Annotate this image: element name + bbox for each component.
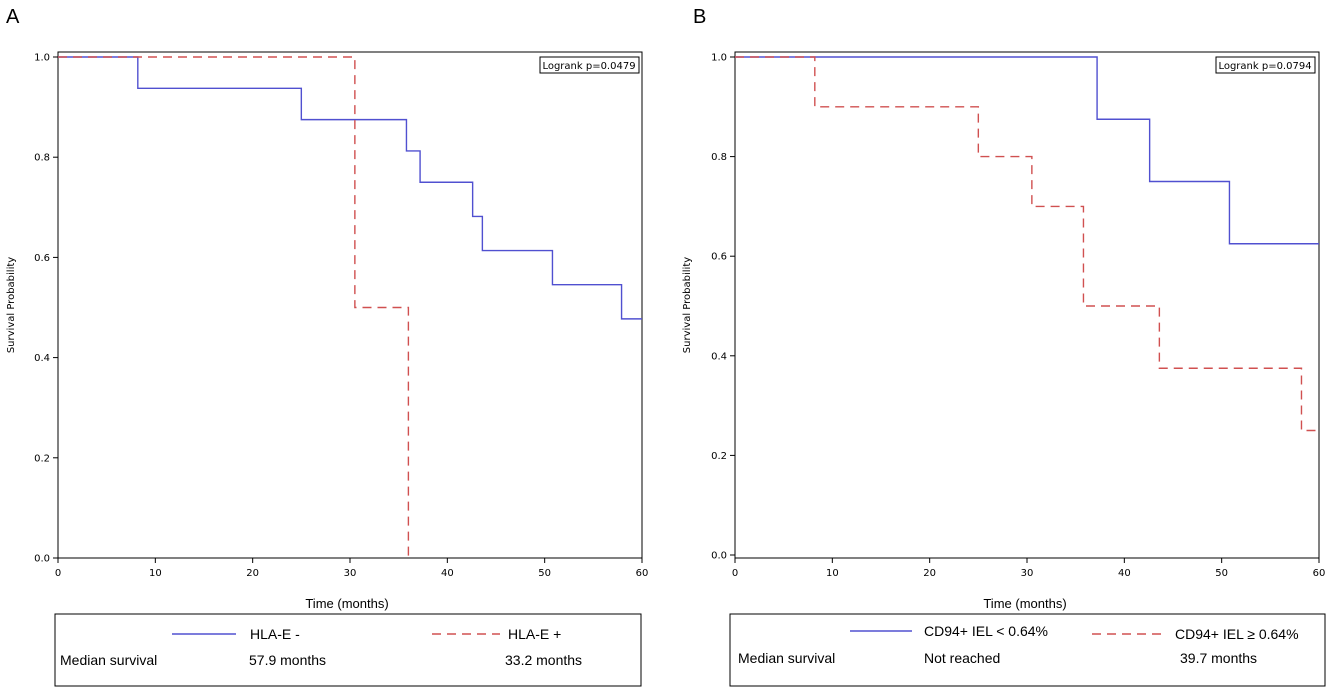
panel-b-y-label: Survival Probability — [682, 257, 693, 353]
panel-b-curves — [735, 56, 1319, 432]
panel-0-xtick-label-2: 20 — [246, 568, 259, 579]
panel-0-ytick-label-0: 0.0 — [34, 554, 50, 565]
panel-b-x-axis: 0 10 20 30 40 50 60 — [732, 558, 1326, 579]
panel-a-logrank-box — [539, 56, 640, 74]
panel-a-x-axis: 0 10 20 30 40 50 60 — [55, 558, 649, 579]
panel-0-xtick-label-0: 0 — [55, 568, 61, 579]
panel-1-xtick-label-5: 50 — [1215, 568, 1228, 579]
panel-a-median-label: Median survival — [60, 652, 157, 668]
panel-1-xtick-label-2: 20 — [923, 568, 936, 579]
panel-1-ytick-label-4: 0.8 — [711, 152, 727, 163]
panel-b-x-label: Time (months) — [983, 596, 1066, 611]
panel-1-ytick-label-5: 1.0 — [711, 53, 727, 64]
panel-a-legend-box — [54, 613, 642, 687]
panel-b-letter: B — [693, 6, 706, 28]
panel-1-xtick-label-0: 0 — [732, 568, 738, 579]
panel-1-xtick-label-6: 60 — [1313, 568, 1326, 579]
panel-b-y-axis: 0.0 0.2 0.4 0.6 0.8 1.0 — [711, 53, 735, 562]
panel-b-legend-high: CD94+ IEL ≥ 0.64% — [1175, 626, 1299, 642]
panel-0-ytick-label-5: 1.0 — [34, 53, 50, 64]
panel-b-logrank-box — [1215, 56, 1316, 74]
panel-0-xtick-label-4: 40 — [441, 568, 454, 579]
panel-b-legend-low: CD94+ IEL < 0.64% — [924, 623, 1048, 639]
panel-0-curve-0 — [58, 56, 642, 320]
panel-b-median-high: 39.7 months — [1180, 650, 1257, 666]
panel-0-ytick-label-4: 0.8 — [34, 153, 50, 164]
panel-1-curve-1 — [735, 56, 1319, 432]
panel-1-xtick-label-3: 30 — [1021, 568, 1034, 579]
panel-0-xtick-label-3: 30 — [344, 568, 357, 579]
panel-a-x-label: Time (months) — [305, 596, 388, 611]
panel-a-median-negative: 57.9 months — [249, 652, 326, 668]
panel-a-letter: A — [6, 6, 20, 28]
panel-0-ytick-label-1: 0.2 — [34, 453, 50, 464]
panel-a-y-axis: 0.0 0.2 0.4 0.6 0.8 1.0 — [34, 53, 58, 565]
panel-1-xtick-label-1: 10 — [826, 568, 839, 579]
panel-1-ytick-label-1: 0.2 — [711, 451, 727, 462]
panel-a-legend-positive: HLA-E + — [508, 626, 561, 642]
panel-a-median-positive: 33.2 months — [505, 652, 582, 668]
panel-a-logrank-text: Logrank p=0.0479 — [542, 61, 635, 72]
panel-a: A 0.0 0.2 0.4 0.6 0.8 1.0 0 10 20 30 40 50 60 Survi… — [6, 6, 649, 687]
panel-1-xtick-label-4: 40 — [1118, 568, 1131, 579]
panel-a-y-label: Survival Probability — [6, 257, 17, 353]
panel-b-legend-box — [729, 613, 1326, 687]
panel-0-ytick-label-2: 0.4 — [34, 353, 50, 364]
panel-0-xtick-label-5: 50 — [538, 568, 551, 579]
panel-a-plot-frame — [57, 51, 643, 559]
panel-0-ytick-label-3: 0.6 — [34, 253, 50, 264]
panel-b-median-low: Not reached — [924, 650, 1000, 666]
panel-1-curve-0 — [735, 56, 1319, 245]
panel-a-legend-negative: HLA-E - — [250, 626, 300, 642]
panel-b-plot-frame — [734, 51, 1320, 559]
panel-b: B 0.0 0.2 0.4 0.6 0.8 1.0 0 10 20 30 40 50 60 Survi… — [682, 6, 1326, 687]
panel-a-curves — [58, 56, 642, 558]
panel-1-ytick-label-2: 0.4 — [711, 351, 727, 362]
panel-0-xtick-label-6: 60 — [636, 568, 649, 579]
panel-0-xtick-label-1: 10 — [149, 568, 162, 579]
panel-0-curve-1 — [58, 56, 410, 558]
panel-b-logrank-text: Logrank p=0.0794 — [1218, 61, 1311, 72]
panel-b-median-label: Median survival — [738, 650, 835, 666]
panel-1-ytick-label-3: 0.6 — [711, 252, 727, 263]
panel-1-ytick-label-0: 0.0 — [711, 551, 727, 562]
